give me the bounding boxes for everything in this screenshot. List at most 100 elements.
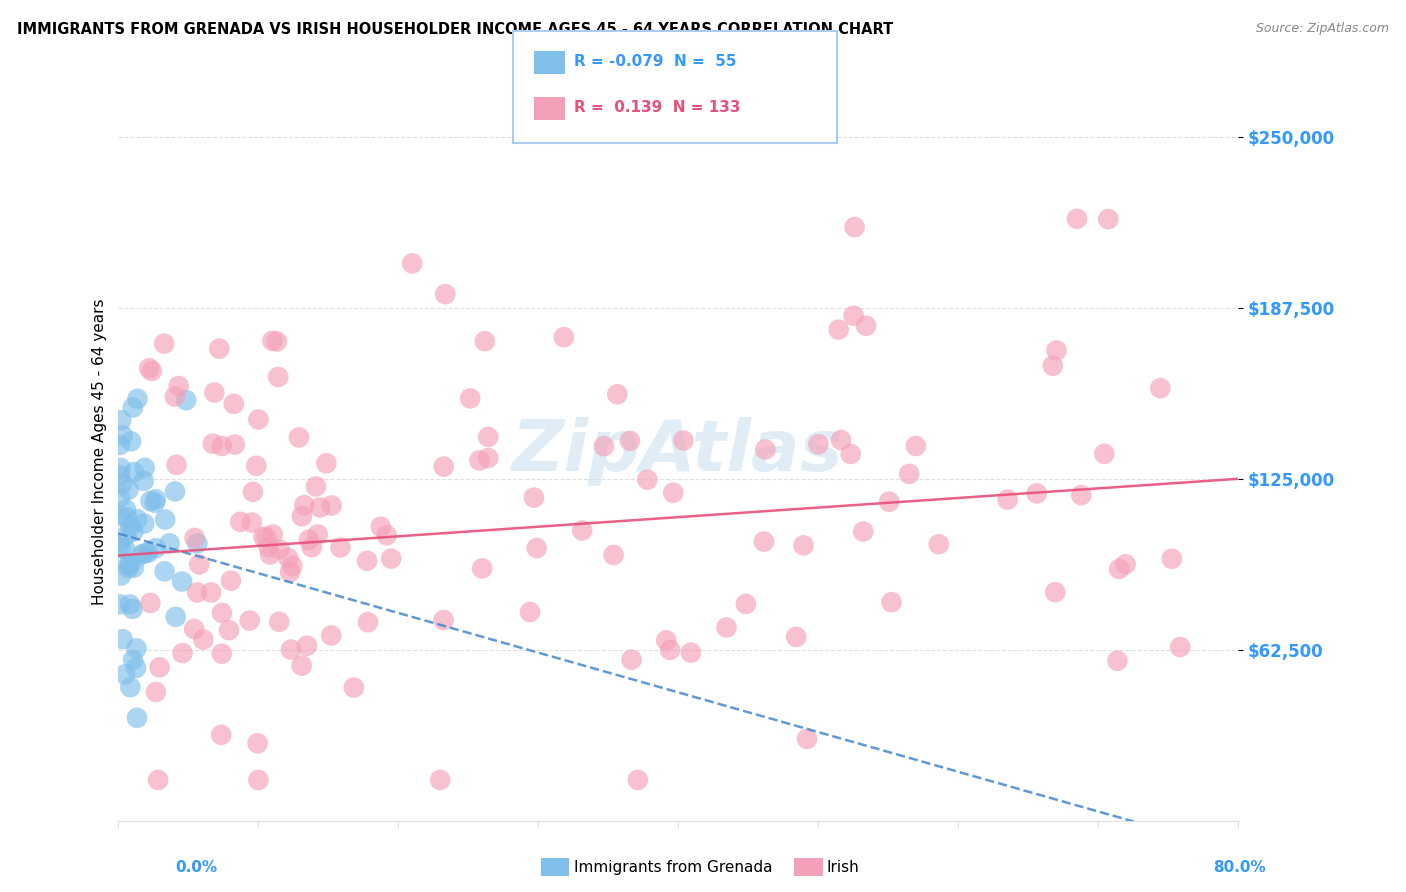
- Point: [593, 439, 616, 453]
- Point: [222, 397, 245, 411]
- Point: [679, 646, 702, 660]
- Point: [434, 287, 457, 301]
- Text: IMMIGRANTS FROM GRENADA VS IRISH HOUSEHOLDER INCOME AGES 45 - 64 YEARS CORRELATI: IMMIGRANTS FROM GRENADA VS IRISH HOUSEHO…: [17, 22, 893, 37]
- Point: [655, 633, 678, 648]
- Point: [280, 642, 302, 657]
- Point: [880, 595, 903, 609]
- Text: R =  0.139  N = 133: R = 0.139 N = 133: [574, 101, 740, 115]
- Point: [167, 379, 190, 393]
- Point: [277, 550, 299, 565]
- Point: [928, 537, 950, 551]
- Point: [110, 568, 132, 582]
- Point: [662, 485, 685, 500]
- Point: [292, 498, 315, 512]
- Point: [117, 558, 139, 572]
- Point: [193, 632, 215, 647]
- Point: [1092, 447, 1115, 461]
- Point: [1045, 585, 1067, 599]
- Point: [136, 546, 159, 560]
- Point: [132, 474, 155, 488]
- Point: [309, 500, 332, 515]
- Point: [138, 361, 160, 376]
- Point: [844, 220, 866, 235]
- Point: [209, 728, 232, 742]
- Point: [125, 661, 148, 675]
- Point: [321, 499, 343, 513]
- Point: [110, 541, 132, 555]
- Point: [807, 437, 830, 451]
- Point: [153, 336, 176, 351]
- Point: [122, 653, 145, 667]
- Point: [267, 370, 290, 384]
- Point: [1045, 343, 1067, 358]
- Point: [183, 531, 205, 545]
- Point: [1108, 562, 1130, 576]
- Point: [796, 731, 818, 746]
- Point: [526, 541, 548, 555]
- Point: [620, 653, 643, 667]
- Point: [120, 680, 142, 694]
- Point: [218, 623, 240, 637]
- Point: [291, 509, 314, 524]
- Point: [401, 256, 423, 270]
- Point: [202, 385, 225, 400]
- Point: [266, 334, 288, 349]
- Point: [602, 548, 624, 562]
- Text: ZipAtlas: ZipAtlas: [512, 417, 844, 486]
- Point: [120, 557, 142, 571]
- Point: [1097, 212, 1119, 227]
- Point: [357, 615, 380, 630]
- Point: [188, 558, 211, 572]
- Point: [619, 434, 641, 448]
- Point: [1107, 654, 1129, 668]
- Point: [269, 542, 291, 557]
- Point: [219, 574, 242, 588]
- Point: [898, 467, 921, 481]
- Point: [139, 596, 162, 610]
- Point: [828, 323, 851, 337]
- Point: [523, 491, 546, 505]
- Point: [305, 479, 328, 493]
- Point: [239, 614, 262, 628]
- Point: [295, 639, 318, 653]
- Point: [229, 515, 252, 529]
- Point: [117, 483, 139, 497]
- Point: [148, 660, 170, 674]
- Point: [752, 534, 775, 549]
- Point: [793, 538, 815, 552]
- Point: [208, 342, 231, 356]
- Point: [146, 772, 169, 787]
- Text: 0.0%: 0.0%: [176, 861, 218, 875]
- Point: [839, 447, 862, 461]
- Point: [125, 512, 148, 526]
- Point: [201, 436, 224, 450]
- Point: [852, 524, 875, 539]
- Point: [247, 772, 270, 787]
- Point: [380, 551, 402, 566]
- Point: [468, 453, 491, 467]
- Point: [477, 430, 499, 444]
- Point: [1066, 211, 1088, 226]
- Point: [153, 512, 176, 526]
- Point: [111, 632, 134, 647]
- Point: [115, 510, 138, 524]
- Point: [108, 468, 131, 483]
- Point: [115, 528, 138, 542]
- Point: [247, 412, 270, 426]
- Point: [659, 643, 682, 657]
- Point: [842, 309, 865, 323]
- Point: [159, 536, 181, 550]
- Point: [252, 530, 274, 544]
- Point: [139, 494, 162, 508]
- Point: [1042, 359, 1064, 373]
- Point: [183, 622, 205, 636]
- Point: [224, 437, 246, 451]
- Point: [356, 554, 378, 568]
- Point: [343, 681, 366, 695]
- Point: [114, 667, 136, 681]
- Point: [904, 439, 927, 453]
- Point: [143, 496, 166, 510]
- Point: [153, 565, 176, 579]
- Point: [242, 484, 264, 499]
- Point: [240, 516, 263, 530]
